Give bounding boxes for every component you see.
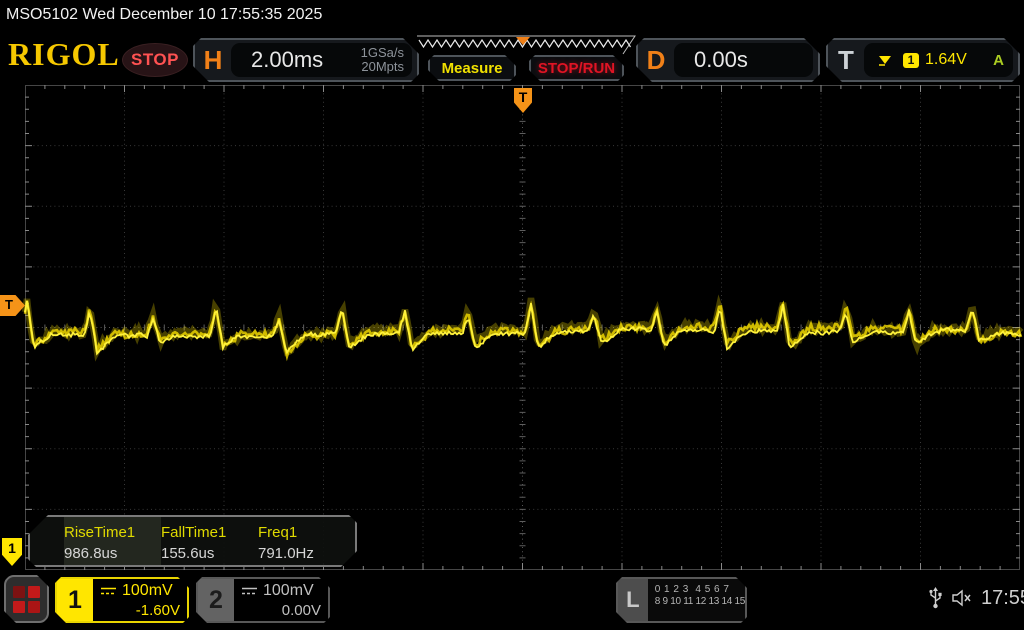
speaker-muted-icon: [952, 589, 971, 607]
sample-rate-memory: 1GSa/s 20Mpts: [360, 45, 404, 74]
measurement-item: FallTime1 155.6us: [161, 524, 227, 562]
clock-time: 17:55: [981, 586, 1024, 609]
waveform-preview-strip[interactable]: [416, 35, 637, 55]
measurement-panel[interactable]: RiseTime1 986.8us FallTime1 155.6us Freq…: [28, 515, 357, 567]
channel2-block[interactable]: 2 100mV 0.00V: [196, 577, 330, 623]
rigol-logo: RIGOL: [8, 36, 120, 72]
delay-value: 0.00s: [694, 47, 748, 72]
falling-edge-trigger-icon: [878, 53, 893, 67]
dc-coupling-icon: [241, 586, 258, 596]
delay-panel[interactable]: D 0.00s: [636, 38, 820, 82]
trigger-level-marker[interactable]: T: [0, 295, 25, 316]
channel1-block[interactable]: 1 100mV -1.60V: [55, 577, 189, 623]
channel1-number: 1: [57, 579, 93, 621]
channel1-offset: -1.60V: [135, 602, 180, 619]
titlebar-text: MSO5102 Wed December 10 17:55:35 2025: [6, 6, 323, 23]
horizontal-label: H: [203, 44, 223, 75]
channel2-number: 2: [198, 579, 234, 621]
measurement-item: Freq1 791.0Hz: [258, 524, 314, 562]
trigger-level-value: 1.64V: [925, 51, 967, 68]
channel2-offset: 0.00V: [281, 602, 321, 619]
ch1-ground-marker[interactable]: 1: [2, 538, 22, 566]
stop-run-button[interactable]: STOP/RUN: [529, 55, 624, 81]
delay-label: D: [646, 44, 666, 75]
grid-icon: [13, 586, 40, 613]
timebase-value: 2.00ms: [251, 47, 324, 72]
logic-analyzer-label: L: [618, 579, 648, 621]
logic-analyzer-block[interactable]: L 0 1 2 3 4 5 6 7 8 9 10 11 12 13 14 15: [616, 577, 747, 623]
preview-zigzag-icon: [417, 35, 636, 55]
dc-coupling-icon: [100, 586, 117, 596]
trigger-sweep-mode: A: [993, 51, 1004, 69]
trigger-position-marker[interactable]: T: [514, 88, 532, 113]
channel2-scale: 100mV: [263, 582, 314, 599]
multi-window-button[interactable]: [4, 575, 49, 623]
measurement-item: RiseTime1 986.8us: [64, 517, 161, 565]
measure-button[interactable]: Measure: [428, 55, 516, 81]
channel1-scale: 100mV: [122, 582, 173, 599]
trigger-source-badge: 1: [903, 53, 919, 68]
graticule-grid: [25, 85, 1020, 570]
digital-channels-row2: 8 9 10 11 12 13 14 15: [654, 596, 745, 607]
trigger-label: T: [838, 44, 854, 75]
acquisition-status-badge: STOP: [122, 43, 188, 77]
usb-icon: [929, 587, 942, 609]
trigger-panel[interactable]: T 1 1.64V A: [826, 38, 1020, 82]
horizontal-panel[interactable]: H 2.00ms 1GSa/s 20Mpts: [193, 38, 419, 82]
digital-channels-row1: 0 1 2 3 4 5 6 7: [654, 584, 730, 595]
